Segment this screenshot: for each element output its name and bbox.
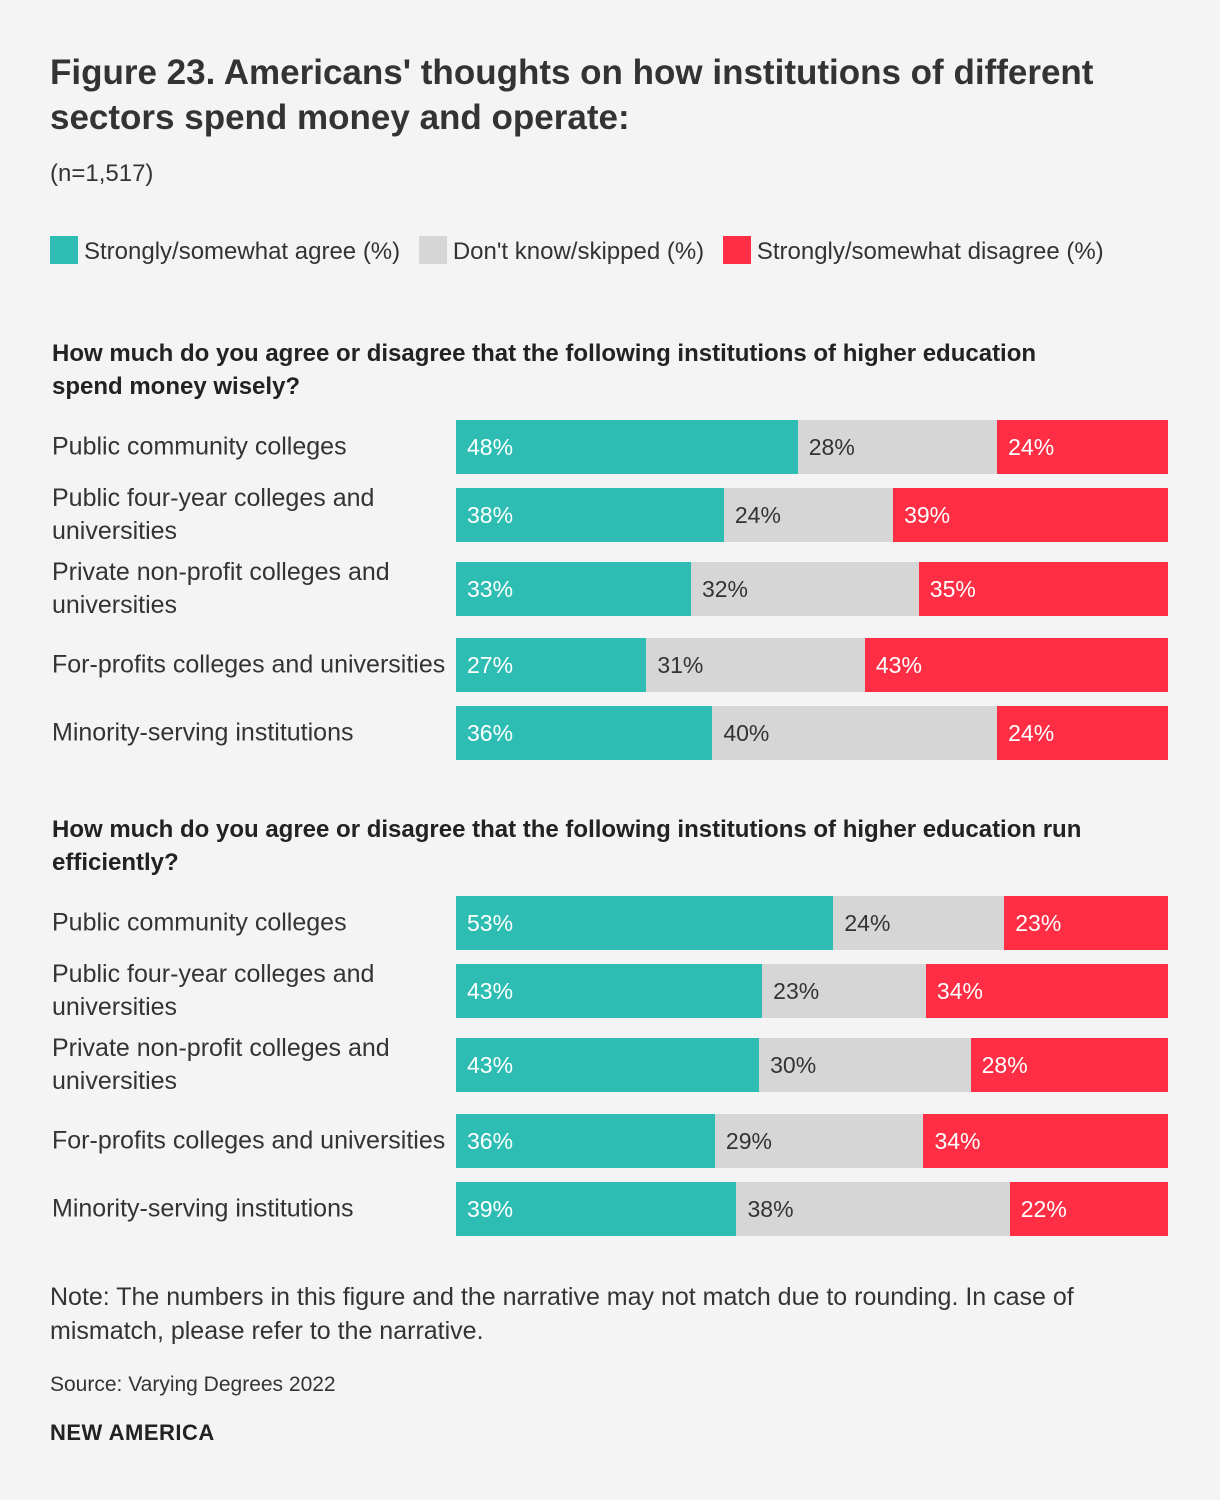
question-run-efficiently: How much do you agree or disagree that t… xyxy=(52,816,1082,876)
bar-row: For-profits colleges and universities 36%… xyxy=(52,1114,1168,1168)
bar-row: Public four-year colleges and universiti… xyxy=(52,960,1168,1021)
category-label: Public community colleges xyxy=(52,908,347,937)
bar-segment-dont-know: 38% xyxy=(736,1182,1010,1236)
legend-label-dont-know: Don't know/skipped (%) xyxy=(452,238,705,265)
stacked-bar: 43% 30% 28% xyxy=(456,1038,1168,1092)
bar-segment-agree: 39% xyxy=(456,1182,737,1236)
category-label: Private non-profit colleges and universi… xyxy=(52,558,390,619)
stacked-bar: 53% 24% 23% xyxy=(456,896,1168,950)
legend-swatch-disagree xyxy=(722,236,751,264)
category-label: Public four-year colleges and universiti… xyxy=(52,960,375,1021)
stacked-bar: 48% 28% 24% xyxy=(456,420,1168,474)
bar-segment-agree: 27% xyxy=(456,638,647,692)
chart-title: Figure 23. Americans' thoughts on how in… xyxy=(50,53,1094,137)
category-label: Private non-profit colleges and universi… xyxy=(52,1034,390,1095)
stacked-bar: 36% 29% 34% xyxy=(456,1114,1168,1168)
legend: Strongly/somewhat agree (%) Don't know/s… xyxy=(50,232,1150,272)
bar-segment-dont-know: 32% xyxy=(690,562,919,616)
bar-segment-disagree: 22% xyxy=(1009,1182,1168,1236)
bar-segment-dont-know: 24% xyxy=(833,896,1005,950)
bar-segment-agree: 38% xyxy=(456,488,724,542)
stacked-bar: 33% 32% 35% xyxy=(456,562,1168,616)
category-label: For-profits colleges and universities xyxy=(52,1126,446,1155)
stacked-bar: 27% 31% 43% xyxy=(456,638,1168,692)
bar-segment-dont-know: 28% xyxy=(797,420,998,474)
bar-segment-agree: 36% xyxy=(456,1114,715,1168)
bar-row: Private non-profit colleges and universi… xyxy=(52,1034,1168,1095)
category-label: Minority-serving institutions xyxy=(52,718,354,747)
bar-row: Private non-profit colleges and universi… xyxy=(52,558,1168,619)
bar-row: Public community colleges 48% 28% 24% xyxy=(52,420,1168,474)
bar-row: Minority-serving institutions 39% 38% 22% xyxy=(52,1182,1168,1236)
category-label: Minority-serving institutions xyxy=(52,1194,354,1223)
bar-segment-disagree: 34% xyxy=(923,1114,1168,1168)
legend-item-disagree: Strongly/somewhat disagree (%) xyxy=(722,236,1104,265)
legend-item-agree: Strongly/somewhat agree (%) xyxy=(50,236,401,265)
category-label: Public community colleges xyxy=(52,432,347,461)
bar-row: For-profits colleges and universities 27%… xyxy=(52,638,1168,692)
bar-segment-disagree: 34% xyxy=(925,964,1168,1018)
bar-segment-disagree: 43% xyxy=(864,638,1168,692)
bar-segment-disagree: 24% xyxy=(997,706,1168,760)
bar-segment-dont-know: 24% xyxy=(723,488,894,542)
legend-swatch-agree xyxy=(50,236,78,264)
bar-segment-disagree: 28% xyxy=(970,1038,1168,1092)
footnote: Note: The numbers in this figure and the… xyxy=(50,1283,1074,1345)
stacked-bar: 43% 23% 34% xyxy=(456,964,1168,1018)
bar-segment-agree: 43% xyxy=(456,1038,760,1092)
category-label: Public four-year colleges and universiti… xyxy=(52,484,375,545)
bar-segment-agree: 48% xyxy=(456,420,798,474)
bar-segment-disagree: 39% xyxy=(893,488,1168,542)
bar-segment-dont-know: 23% xyxy=(762,964,926,1018)
stacked-bar: 39% 38% 22% xyxy=(456,1182,1168,1236)
legend-item-dont-know: Don't know/skipped (%) xyxy=(418,236,705,265)
category-label: For-profits colleges and universities xyxy=(52,650,446,679)
bar-segment-agree: 36% xyxy=(456,706,713,760)
brand-logo: NEW AMERICA xyxy=(50,1420,215,1445)
bar-segment-dont-know: 29% xyxy=(714,1114,924,1168)
question-spend-wisely: How much do you agree or disagree that t… xyxy=(52,340,1037,400)
bar-segment-dont-know: 40% xyxy=(712,706,998,760)
bar-segment-disagree: 24% xyxy=(997,420,1168,474)
stacked-bar: 36% 40% 24% xyxy=(456,706,1168,760)
legend-label-disagree: Strongly/somewhat disagree (%) xyxy=(756,238,1104,265)
bar-segment-disagree: 23% xyxy=(1004,896,1168,950)
bar-segment-dont-know: 31% xyxy=(646,638,865,692)
bar-segment-agree: 53% xyxy=(456,896,834,950)
bar-row: Minority-serving institutions 36% 40% 24% xyxy=(52,706,1168,760)
bar-segment-dont-know: 30% xyxy=(759,1038,971,1092)
sample-size: (n=1,517) xyxy=(50,160,154,187)
legend-swatch-dont-know xyxy=(418,236,447,264)
bar-row: Public community colleges 53% 24% 23% xyxy=(52,896,1168,950)
bar-segment-agree: 33% xyxy=(456,562,691,616)
stacked-bar: 38% 24% 39% xyxy=(456,488,1168,542)
legend-label-agree: Strongly/somewhat agree (%) xyxy=(84,238,401,265)
source: Source: Varying Degrees 2022 xyxy=(50,1373,336,1396)
bar-segment-disagree: 35% xyxy=(918,562,1168,616)
bar-row: Public four-year colleges and universiti… xyxy=(52,484,1168,545)
bar-segment-agree: 43% xyxy=(456,964,763,1018)
